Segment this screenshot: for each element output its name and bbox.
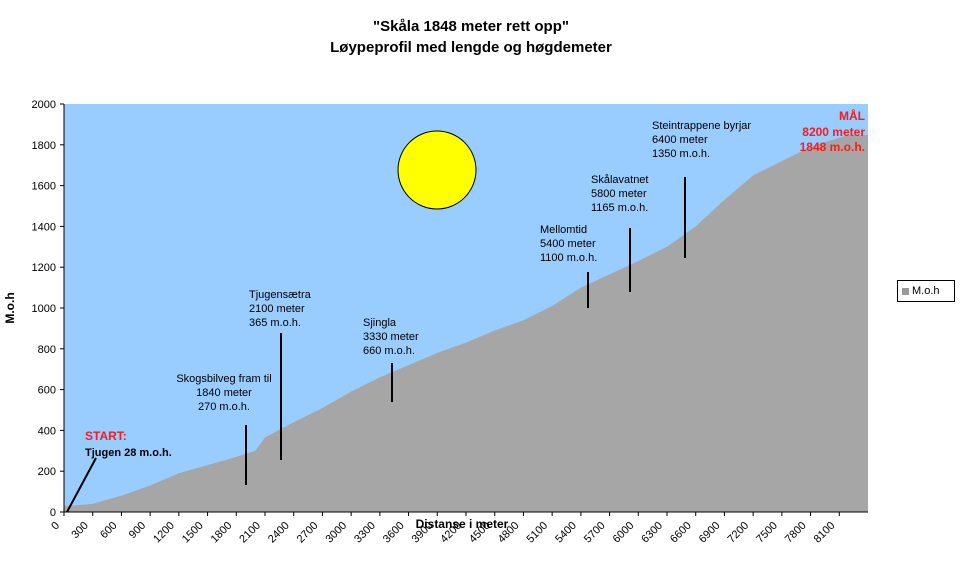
annotation-skalavatnet-line: 5800 meter [591,188,647,200]
x-tick-label: 0 [49,520,62,533]
annotation-tjugensaetra-line: 365 m.o.h. [249,317,301,329]
annotation-maal-heading: MÅL [839,108,865,123]
y-tick-label: 1800 [32,140,56,152]
legend-entry: M.o.h [912,285,940,297]
annotation-steintrappene-line: 6400 meter [652,134,708,146]
y-tick-label: 1600 [32,181,56,193]
y-tick-label: 1200 [32,262,56,274]
annotation-steintrappene-line: 1350 m.o.h. [652,148,710,160]
annotation-skogsbilveg-line: 1840 meter [196,387,252,399]
annotation-mellomtid-line: Mellomtid [540,224,587,236]
x-tick-label: 2100 [237,520,263,546]
elevation-area [64,135,868,512]
annotation-start-line: Tjugen 28 m.o.h. [85,447,172,459]
x-tick-label: 7200 [725,520,751,546]
x-tick-label: 1200 [151,520,177,546]
x-tick-label: 1800 [209,520,235,546]
x-tick-label: 1500 [180,520,206,546]
x-tick-label: 300 [69,520,90,541]
sun-icon [397,130,477,210]
annotation-maal-line: 8200 meter [802,125,865,139]
y-tick-label: 0 [50,507,56,519]
annotation-start-pointer [66,457,97,513]
x-tick-label: 8100 [812,520,838,546]
x-tick-label: 6900 [697,520,723,546]
y-tick-label: 1400 [32,221,56,233]
y-tick-label: 200 [38,466,56,478]
y-axis-label: M.o.h [3,292,17,323]
annotation-tjugensaetra-line: 2100 meter [249,303,305,315]
y-tick-label: 800 [38,344,56,356]
annotation-start-heading: START: [85,429,127,443]
annotation-steintrappene-line: Steintrappene byrjar [652,120,751,132]
annotation-skalavatnet-line: Skålavatnet [591,174,648,186]
chart-subtitle: Løypeprofil med lengde og høgdemeter [330,39,612,56]
annotation-tjugensaetra-line: Tjugensætra [249,289,312,301]
legend-swatch [902,287,909,295]
x-tick-label: 7800 [783,520,809,546]
legend: M.o.h [897,280,955,302]
annotation-skogsbilveg-line: Skogsbilveg fram til [176,373,271,385]
y-tick-label: 2000 [32,99,56,111]
x-tick-label: 600 [98,520,119,541]
x-tick-label: 5100 [524,520,550,546]
x-tick-label: 900 [127,520,148,541]
annotation-sjingla-line: 3330 meter [363,331,419,343]
x-axis-label: Distanse i meter [416,517,509,531]
x-tick-label: 3600 [381,520,407,546]
annotation-mellomtid-line: 1100 m.o.h. [540,252,597,264]
annotation-sjingla-line: Sjingla [363,317,397,329]
x-tick-label: 2700 [295,520,321,546]
annotation-skogsbilveg-line: 270 m.o.h. [198,401,250,413]
x-tick-label: 5700 [582,520,608,546]
x-tick-label: 2400 [266,520,292,546]
x-tick-label: 6600 [668,520,694,546]
x-tick-label: 6000 [611,520,637,546]
x-tick-label: 3000 [323,520,349,546]
x-tick-label: 5400 [553,520,579,546]
chart-title: "Skåla 1848 meter rett opp" [373,18,569,35]
x-tick-label: 7500 [754,520,780,546]
annotation-maal-line: 1848 m.o.h. [800,140,865,154]
y-tick-label: 400 [38,425,56,437]
y-tick-label: 1000 [32,303,56,315]
x-tick-label: 6300 [639,520,665,546]
annotation-sjingla-line: 660 m.o.h. [363,345,415,357]
y-tick-label: 600 [38,385,56,397]
annotation-mellomtid-line: 5400 meter [540,238,596,250]
x-tick-label: 3300 [352,520,378,546]
annotation-skalavatnet-line: 1165 m.o.h. [591,202,648,214]
